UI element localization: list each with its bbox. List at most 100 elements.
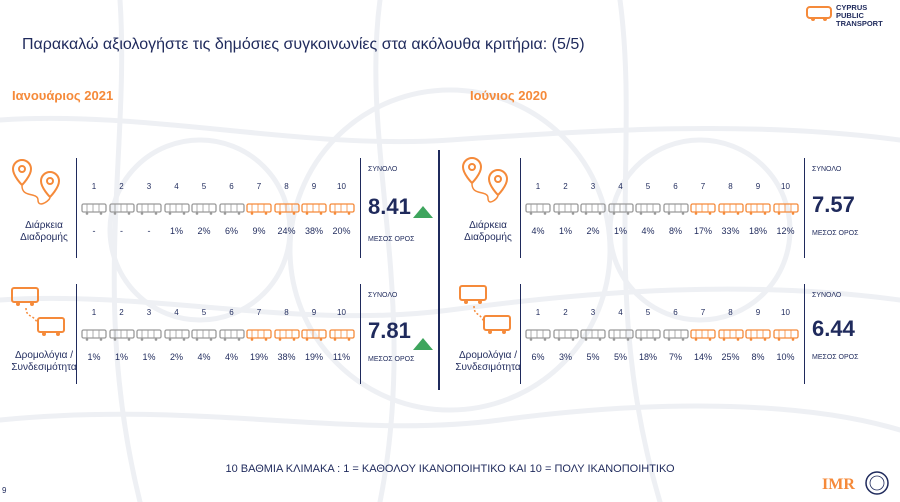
criterion-label-line2: Συνδεσιμότητα	[11, 362, 77, 373]
bus-scale-icon	[163, 202, 191, 220]
percent-value: 8%	[668, 226, 682, 236]
scale-number: 3	[146, 182, 152, 191]
scale-number: 2	[563, 308, 568, 317]
scale-number: 8	[728, 308, 733, 317]
scale-number: 9	[311, 308, 317, 317]
scale-number: 5	[201, 308, 207, 317]
percent-value: 3%	[558, 352, 572, 362]
percent-value: 20%	[332, 226, 351, 236]
period-label-right: Ιούνιος 2020	[470, 88, 548, 103]
criterion-label-line1: Διάρκεια	[469, 220, 507, 231]
percent-value: 6%	[224, 226, 238, 236]
percent-value: 33%	[721, 226, 740, 236]
bus-scale-icon	[634, 202, 662, 220]
mean-separator	[360, 284, 361, 384]
percent-value: 11%	[332, 352, 351, 362]
bus-scale-icon	[135, 328, 163, 346]
criterion-label-line2: Διαδρομής	[20, 232, 68, 243]
trend-up-icon	[413, 206, 433, 218]
scale-number: 1	[535, 182, 541, 191]
bus-scale-icon	[552, 328, 580, 346]
percent-value: 1%	[114, 352, 128, 362]
percent-value: 10%	[776, 352, 795, 362]
scale-footnote: 10 ΒΑΘΜΙΑ ΚΛΙΜΑΚΑ : 1 = ΚΑΘΟΛΟΥ ΙΚΑΝΟΠΟΙ…	[225, 463, 675, 475]
percent-value: 1%	[87, 352, 101, 362]
bus-scale-icon	[245, 202, 273, 220]
criterion-label-line1: Διάρκεια	[25, 220, 63, 231]
scale-number: 10	[781, 182, 790, 191]
percent-value: 1%	[613, 226, 627, 236]
anniversary-seal-icon	[865, 471, 889, 495]
bus-scale-icon	[772, 202, 800, 220]
scale-number: 6	[229, 308, 234, 317]
scale-number: 10	[337, 182, 346, 191]
scale-number: 1	[91, 182, 97, 191]
mean-separator	[804, 158, 805, 258]
percent-value: 1%	[558, 226, 572, 236]
bus-scale-icon	[108, 202, 136, 220]
criterion-label-line1: Δρομολόγια /	[458, 350, 518, 361]
mean-value: 6.44	[812, 316, 855, 341]
bus-scale-icon	[273, 202, 301, 220]
percent-value: 6%	[531, 352, 545, 362]
bus-scale-icon	[717, 202, 745, 220]
bus-scale-icon	[218, 202, 246, 220]
scale-number: 8	[284, 182, 289, 191]
percent-value: 19%	[249, 352, 268, 362]
bus-scale-icon	[634, 328, 662, 346]
map-pin-route-icon	[11, 158, 61, 205]
row-separator	[76, 158, 77, 258]
mean-separator	[360, 158, 361, 258]
synolo-label: ΣΥΝΟΛΟ	[368, 166, 398, 173]
panel-jan2021-routes: Δρομολόγια / Συνδεσιμότητα 1 2 3 4 5 6 7 8 9 10 1…	[8, 282, 433, 394]
scale-number: 5	[645, 308, 651, 317]
meso-label: ΜΕΣΟΣ ΟΡΟΣ	[368, 356, 415, 363]
scale-number: 7	[256, 308, 262, 317]
scale-number: 1	[91, 308, 97, 317]
percent-value: 38%	[304, 226, 323, 236]
row-separator	[520, 158, 521, 258]
scale-number: 7	[700, 182, 706, 191]
percent-value: 18%	[748, 226, 767, 236]
percent-value: 5%	[613, 352, 627, 362]
scale-number: 7	[256, 182, 262, 191]
row-separator	[76, 284, 77, 384]
percent-value: 1%	[142, 352, 156, 362]
map-pin-route-icon	[461, 156, 509, 203]
period-label-left: Ιανουάριος 2021	[12, 88, 114, 103]
bus-scale-icon	[80, 328, 108, 346]
percent-value: 7%	[668, 352, 682, 362]
scale-number: 4	[618, 182, 623, 191]
percent-value: -	[92, 226, 96, 236]
bus-scale-icon	[524, 202, 552, 220]
bus-scale-icon	[607, 202, 635, 220]
bus-scale-icon	[218, 328, 246, 346]
scale-number: 9	[755, 182, 761, 191]
scale-number: 6	[229, 182, 234, 191]
row-separator	[520, 284, 521, 384]
scale-number: 3	[590, 308, 596, 317]
percent-value: 4%	[224, 352, 238, 362]
bus-scale-icon	[579, 202, 607, 220]
bus-scale-icon	[744, 328, 772, 346]
percent-value: 14%	[693, 352, 712, 362]
bus-scale-icon	[300, 328, 328, 346]
synolo-label: ΣΥΝΟΛΟ	[812, 292, 842, 299]
scale-number: 6	[673, 182, 678, 191]
bus-scale-icon	[80, 202, 108, 220]
meso-label: ΜΕΣΟΣ ΟΡΟΣ	[368, 236, 415, 243]
period-divider	[438, 150, 440, 390]
scale-number: 9	[755, 308, 761, 317]
imr-logo-text: IMR	[822, 476, 855, 493]
percent-value: -	[120, 226, 123, 236]
percent-value: 9%	[252, 226, 266, 236]
percent-value: 24%	[277, 226, 296, 236]
imr-logo: IMR	[822, 470, 892, 498]
mean-value: 8.41	[368, 194, 411, 219]
percent-value: 18%	[638, 352, 657, 362]
percent-value: 12%	[776, 226, 795, 236]
logo-line-1: CYPRUS	[836, 3, 868, 12]
mean-separator	[804, 284, 805, 384]
synolo-label: ΣΥΝΟΛΟ	[368, 292, 398, 299]
percent-value: 1%	[169, 226, 183, 236]
